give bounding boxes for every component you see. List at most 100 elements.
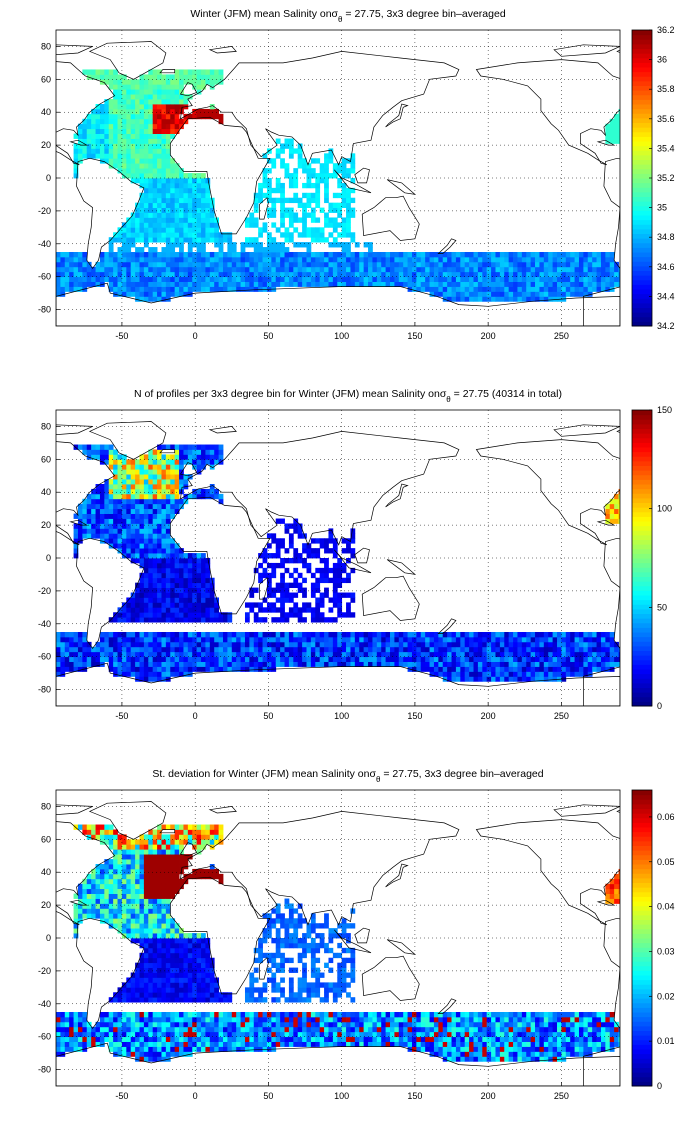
data-cell <box>341 173 347 179</box>
data-cell <box>561 646 567 653</box>
data-cell <box>600 256 606 263</box>
data-cell <box>170 498 176 505</box>
data-cell <box>280 247 285 253</box>
data-cell <box>381 256 387 263</box>
data-cell <box>108 839 114 845</box>
data-cell <box>117 123 123 130</box>
data-cell <box>451 252 457 258</box>
data-cell <box>117 464 123 470</box>
data-cell <box>394 661 400 667</box>
data-cell <box>174 666 180 672</box>
data-cell <box>108 118 114 125</box>
data-cell <box>157 163 162 169</box>
data-cell <box>139 94 145 100</box>
data-cell <box>121 74 127 80</box>
data-cell <box>113 271 118 278</box>
data-cell <box>262 567 268 574</box>
data-cell <box>297 202 303 208</box>
data-cell <box>236 286 241 292</box>
data-cell <box>258 247 263 253</box>
data-cell <box>99 1026 105 1033</box>
data-cell <box>148 182 154 189</box>
data-cell <box>152 469 158 475</box>
data-cell <box>157 148 162 154</box>
data-cell <box>165 256 171 263</box>
data-cell <box>82 903 88 909</box>
data-cell <box>183 256 189 263</box>
colorbar-step <box>632 141 652 147</box>
data-cell <box>77 646 83 653</box>
data-cell <box>148 128 154 134</box>
data-cell <box>130 104 136 110</box>
data-cell <box>433 252 439 258</box>
data-cell <box>271 163 277 169</box>
data-cell <box>464 651 470 658</box>
data-cell <box>530 636 536 643</box>
data-cell <box>130 281 136 287</box>
y-tick-label: -60 <box>38 652 51 662</box>
data-cell <box>117 1046 123 1052</box>
data-cell <box>253 247 259 253</box>
data-cell <box>227 617 233 623</box>
data-cell <box>346 641 351 648</box>
data-cell <box>561 252 567 258</box>
data-cell <box>69 666 74 672</box>
data-cell <box>170 247 176 253</box>
data-cell <box>161 99 167 105</box>
data-cell <box>354 281 360 287</box>
data-cell <box>183 212 189 218</box>
data-cell <box>135 94 140 100</box>
data-cell <box>201 222 206 228</box>
data-cell <box>86 1041 92 1047</box>
data-cell <box>130 286 136 292</box>
data-cell <box>143 173 149 179</box>
data-cell <box>121 1046 127 1052</box>
data-cell <box>214 261 219 268</box>
data-cell <box>249 587 255 593</box>
data-cell <box>209 607 215 613</box>
data-cell <box>64 651 70 658</box>
data-cell <box>293 182 299 189</box>
data-cell <box>130 987 136 993</box>
data-cell <box>341 158 347 164</box>
data-cell <box>354 651 360 658</box>
data-cell <box>600 266 606 273</box>
data-cell <box>148 212 154 218</box>
data-cell <box>390 656 395 662</box>
data-cell <box>332 266 338 273</box>
data-cell <box>121 261 127 268</box>
data-cell <box>460 261 466 268</box>
data-cell <box>535 286 540 292</box>
data-cell <box>201 661 206 667</box>
data-cell <box>148 133 154 139</box>
data-cell <box>121 992 127 998</box>
data-cell <box>354 636 360 643</box>
data-cell <box>152 192 158 199</box>
data-cell <box>174 94 180 100</box>
data-cell <box>170 567 176 574</box>
data-cell <box>143 281 149 287</box>
colorbar-step <box>632 484 652 490</box>
data-cell <box>56 636 61 643</box>
data-cell <box>275 138 281 144</box>
data-cell <box>266 261 272 268</box>
data-cell <box>157 449 162 455</box>
colorbar-step <box>632 636 652 642</box>
data-cell <box>464 252 470 258</box>
data-cell <box>187 207 193 213</box>
data-cell <box>324 168 329 174</box>
data-cell <box>218 617 224 623</box>
data-cell <box>113 104 118 110</box>
data-cell <box>570 256 575 263</box>
data-cell <box>368 656 373 662</box>
data-cell <box>95 503 101 510</box>
data-cell <box>398 276 404 282</box>
data-cell <box>108 123 114 130</box>
data-cell <box>469 656 474 662</box>
data-cell <box>491 666 496 672</box>
data-cell <box>143 651 149 658</box>
data-cell <box>337 582 343 588</box>
data-cell <box>130 636 136 643</box>
data-cell <box>209 454 215 460</box>
data-cell <box>130 84 136 90</box>
